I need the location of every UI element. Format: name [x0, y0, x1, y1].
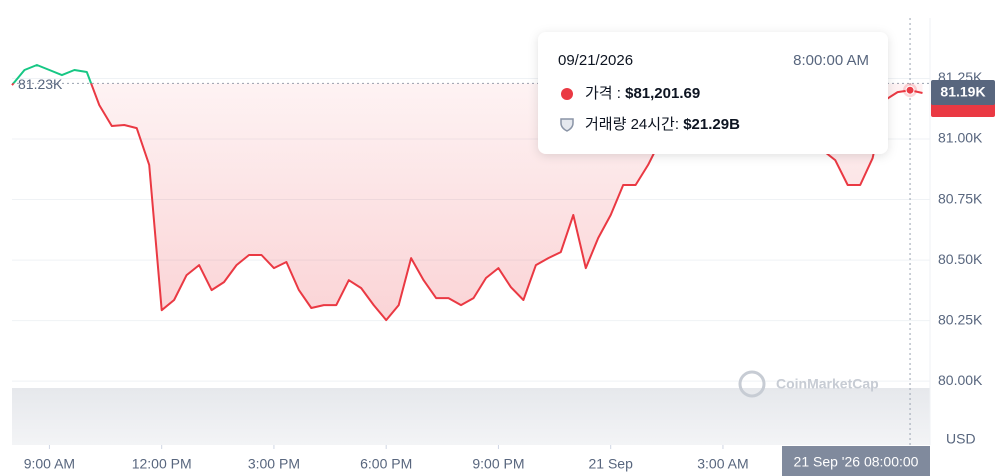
reference-label: 81.23K	[18, 76, 63, 92]
y-tick-label: 81.00K	[938, 130, 983, 146]
hover-x-label: 21 Sep '26 08:00:00	[794, 454, 919, 470]
x-tick-label: 12:00 PM	[132, 456, 192, 472]
tooltip-time: 8:00:00 AM	[793, 52, 869, 69]
current-price-tag	[931, 80, 995, 106]
hover-dot	[905, 85, 915, 95]
x-tick-label: 9:00 PM	[472, 456, 524, 472]
tooltip: 09/21/2026 8:00:00 AM 가격 : $81,201.69 거래량 2…	[538, 32, 888, 154]
current-price-label: 81.19K	[940, 84, 985, 100]
hover-x-tag	[782, 446, 930, 476]
tooltip-price-dot	[561, 88, 573, 100]
watermark-text: CoinMarketCap	[776, 376, 879, 392]
x-tick-label: 9:00 AM	[24, 456, 75, 472]
x-tick-label: 3:00 AM	[697, 456, 748, 472]
watermark-logo	[738, 370, 766, 398]
y-tick-label: 80.25K	[938, 311, 983, 327]
tooltip-volume: $21.29B	[683, 116, 740, 133]
tooltip-volume-line: 거래량 24시간: $21.29B	[585, 116, 740, 133]
tooltip-volume-icon	[560, 118, 574, 132]
tooltip-box	[538, 32, 888, 154]
unit-label: USD	[946, 431, 976, 447]
tooltip-price-line: 가격 : $81,201.69	[585, 85, 700, 102]
tooltip-price: $81,201.69	[625, 85, 700, 102]
x-tick-label: 3:00 PM	[248, 456, 300, 472]
y-tick-label: 80.50K	[938, 251, 983, 267]
tooltip-price-label: 가격 :	[585, 85, 625, 102]
y-tick-label: 80.75K	[938, 190, 983, 206]
y-tick-label: 80.00K	[938, 372, 983, 388]
x-tick-label: 21 Sep	[589, 456, 634, 472]
x-tick-label: 6:00 PM	[360, 456, 412, 472]
area-fill	[12, 83, 923, 321]
tooltip-volume-label: 거래량 24시간:	[585, 116, 683, 133]
tooltip-date: 09/21/2026	[558, 52, 633, 69]
watermark: CoinMarketCap	[738, 370, 879, 398]
volume-band	[12, 388, 930, 445]
